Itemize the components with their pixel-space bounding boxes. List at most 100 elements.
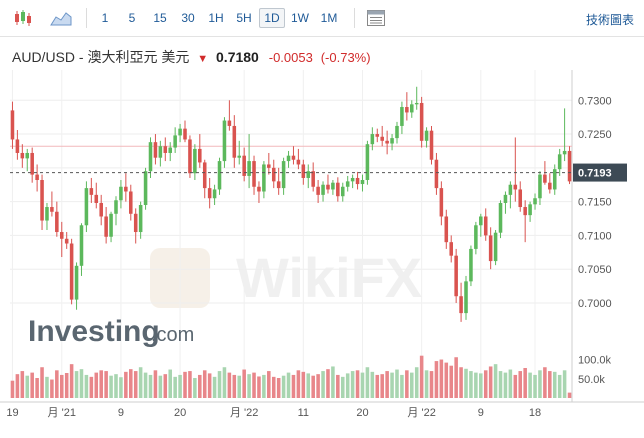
volume-bar <box>395 369 399 398</box>
volume-bar <box>59 374 64 398</box>
volume-bar <box>444 362 449 398</box>
volume-bar <box>183 371 187 398</box>
candle-body <box>538 174 542 199</box>
volume-bar <box>410 372 414 398</box>
volume-bar <box>567 392 572 398</box>
candle-body <box>533 198 537 205</box>
period-5-button[interactable]: 5 <box>128 11 136 25</box>
time-tick-label: 18 <box>529 407 541 419</box>
wikifx-watermark-text: WikiFX <box>236 246 422 309</box>
volume-bar <box>424 370 429 398</box>
candle-body <box>109 213 113 237</box>
candle-body <box>104 216 108 237</box>
candle-body <box>20 152 25 159</box>
volume-tick-label: 100.0k <box>578 355 612 367</box>
candle-body <box>173 135 177 148</box>
candle-body <box>548 182 552 190</box>
period-1d-button[interactable]: 1D <box>259 8 285 28</box>
candle-body <box>557 154 562 170</box>
volume-bar <box>55 370 59 398</box>
candle-body <box>237 155 242 158</box>
candle-body <box>276 181 281 189</box>
volume-bar <box>523 368 527 398</box>
volume-bar <box>124 371 128 398</box>
volume-bar <box>459 367 463 398</box>
volume-bar <box>217 371 222 398</box>
volume-bar <box>232 374 237 398</box>
time-tick-label: 9 <box>478 407 484 419</box>
candle-body <box>483 216 488 236</box>
candle-body <box>64 238 69 244</box>
candle-body <box>124 186 128 192</box>
volume-bar <box>89 376 94 398</box>
price-tick-label: 0.7100 <box>578 230 612 242</box>
toolbar-separator <box>86 8 87 28</box>
period-1h-button[interactable]: 1H <box>208 11 224 25</box>
candlestick-chart-type-icon[interactable] <box>12 8 34 28</box>
volume-bar <box>202 370 207 398</box>
time-tick-label: 月 '22 <box>407 407 435 419</box>
candle-body <box>419 102 424 141</box>
candle-body <box>247 161 251 176</box>
volume-bar <box>35 378 39 398</box>
volume-bar <box>345 373 350 398</box>
volume-bar <box>30 372 34 398</box>
volume-bar <box>503 372 508 398</box>
candle-body <box>291 155 296 160</box>
volume-bar <box>148 374 153 398</box>
candle-body <box>217 161 222 190</box>
volume-bar <box>301 371 306 398</box>
candle-body <box>360 180 365 185</box>
price-tick-label: 0.7250 <box>578 129 612 141</box>
volume-bar <box>400 374 404 398</box>
tech-chart-link[interactable]: 技術圖表 <box>585 13 634 27</box>
candle-body <box>449 242 453 256</box>
candle-body <box>252 161 256 187</box>
volume-bar <box>79 369 84 398</box>
volume-bar <box>385 371 389 398</box>
candle-body <box>439 188 444 217</box>
candle-body <box>390 138 394 144</box>
volume-bar <box>20 371 25 398</box>
price-change: -0.0053 <box>268 50 313 65</box>
candle-body <box>40 180 44 221</box>
volume-bar <box>464 368 468 398</box>
candle-body <box>202 162 207 189</box>
volume-bar <box>143 372 148 398</box>
candle-body <box>493 232 498 262</box>
volume-bar <box>493 364 498 398</box>
candle-body <box>153 142 158 158</box>
volume-bar <box>429 371 434 398</box>
volume-bar <box>474 372 478 398</box>
period-30-button[interactable]: 30 <box>181 11 195 25</box>
period-15-button[interactable]: 15 <box>153 11 167 25</box>
area-chart-type-icon[interactable] <box>50 8 72 28</box>
candle-body <box>321 184 325 195</box>
volume-bar <box>109 375 113 398</box>
volume-bar <box>508 369 513 398</box>
volume-bar <box>355 370 360 398</box>
volume-bar <box>557 374 562 398</box>
table-view-icon[interactable] <box>366 9 386 27</box>
period-1w-button[interactable]: 1W <box>291 11 309 25</box>
volume-bar <box>350 371 355 398</box>
volume-bar <box>198 374 202 398</box>
current-price-marker: 0.7193 <box>10 163 627 182</box>
volume-bar <box>129 369 133 398</box>
price-tick-label: 0.7300 <box>578 95 612 107</box>
volume-bar <box>50 379 54 398</box>
time-tick-label: 月 '21 <box>48 407 76 419</box>
candle-body <box>424 130 429 141</box>
volume-bar <box>370 371 375 398</box>
period-1m-button[interactable]: 1M <box>320 11 338 25</box>
candle-body <box>543 174 547 183</box>
volume-bar <box>562 370 567 398</box>
investing-logo-text: Investing <box>28 315 160 348</box>
period-5h-button[interactable]: 5H <box>236 11 252 25</box>
time-tick-label: 11 <box>298 407 309 419</box>
period-1-button[interactable]: 1 <box>101 11 109 25</box>
volume-bar <box>336 374 340 398</box>
candle-body <box>528 204 532 216</box>
volume-bar <box>10 380 15 398</box>
